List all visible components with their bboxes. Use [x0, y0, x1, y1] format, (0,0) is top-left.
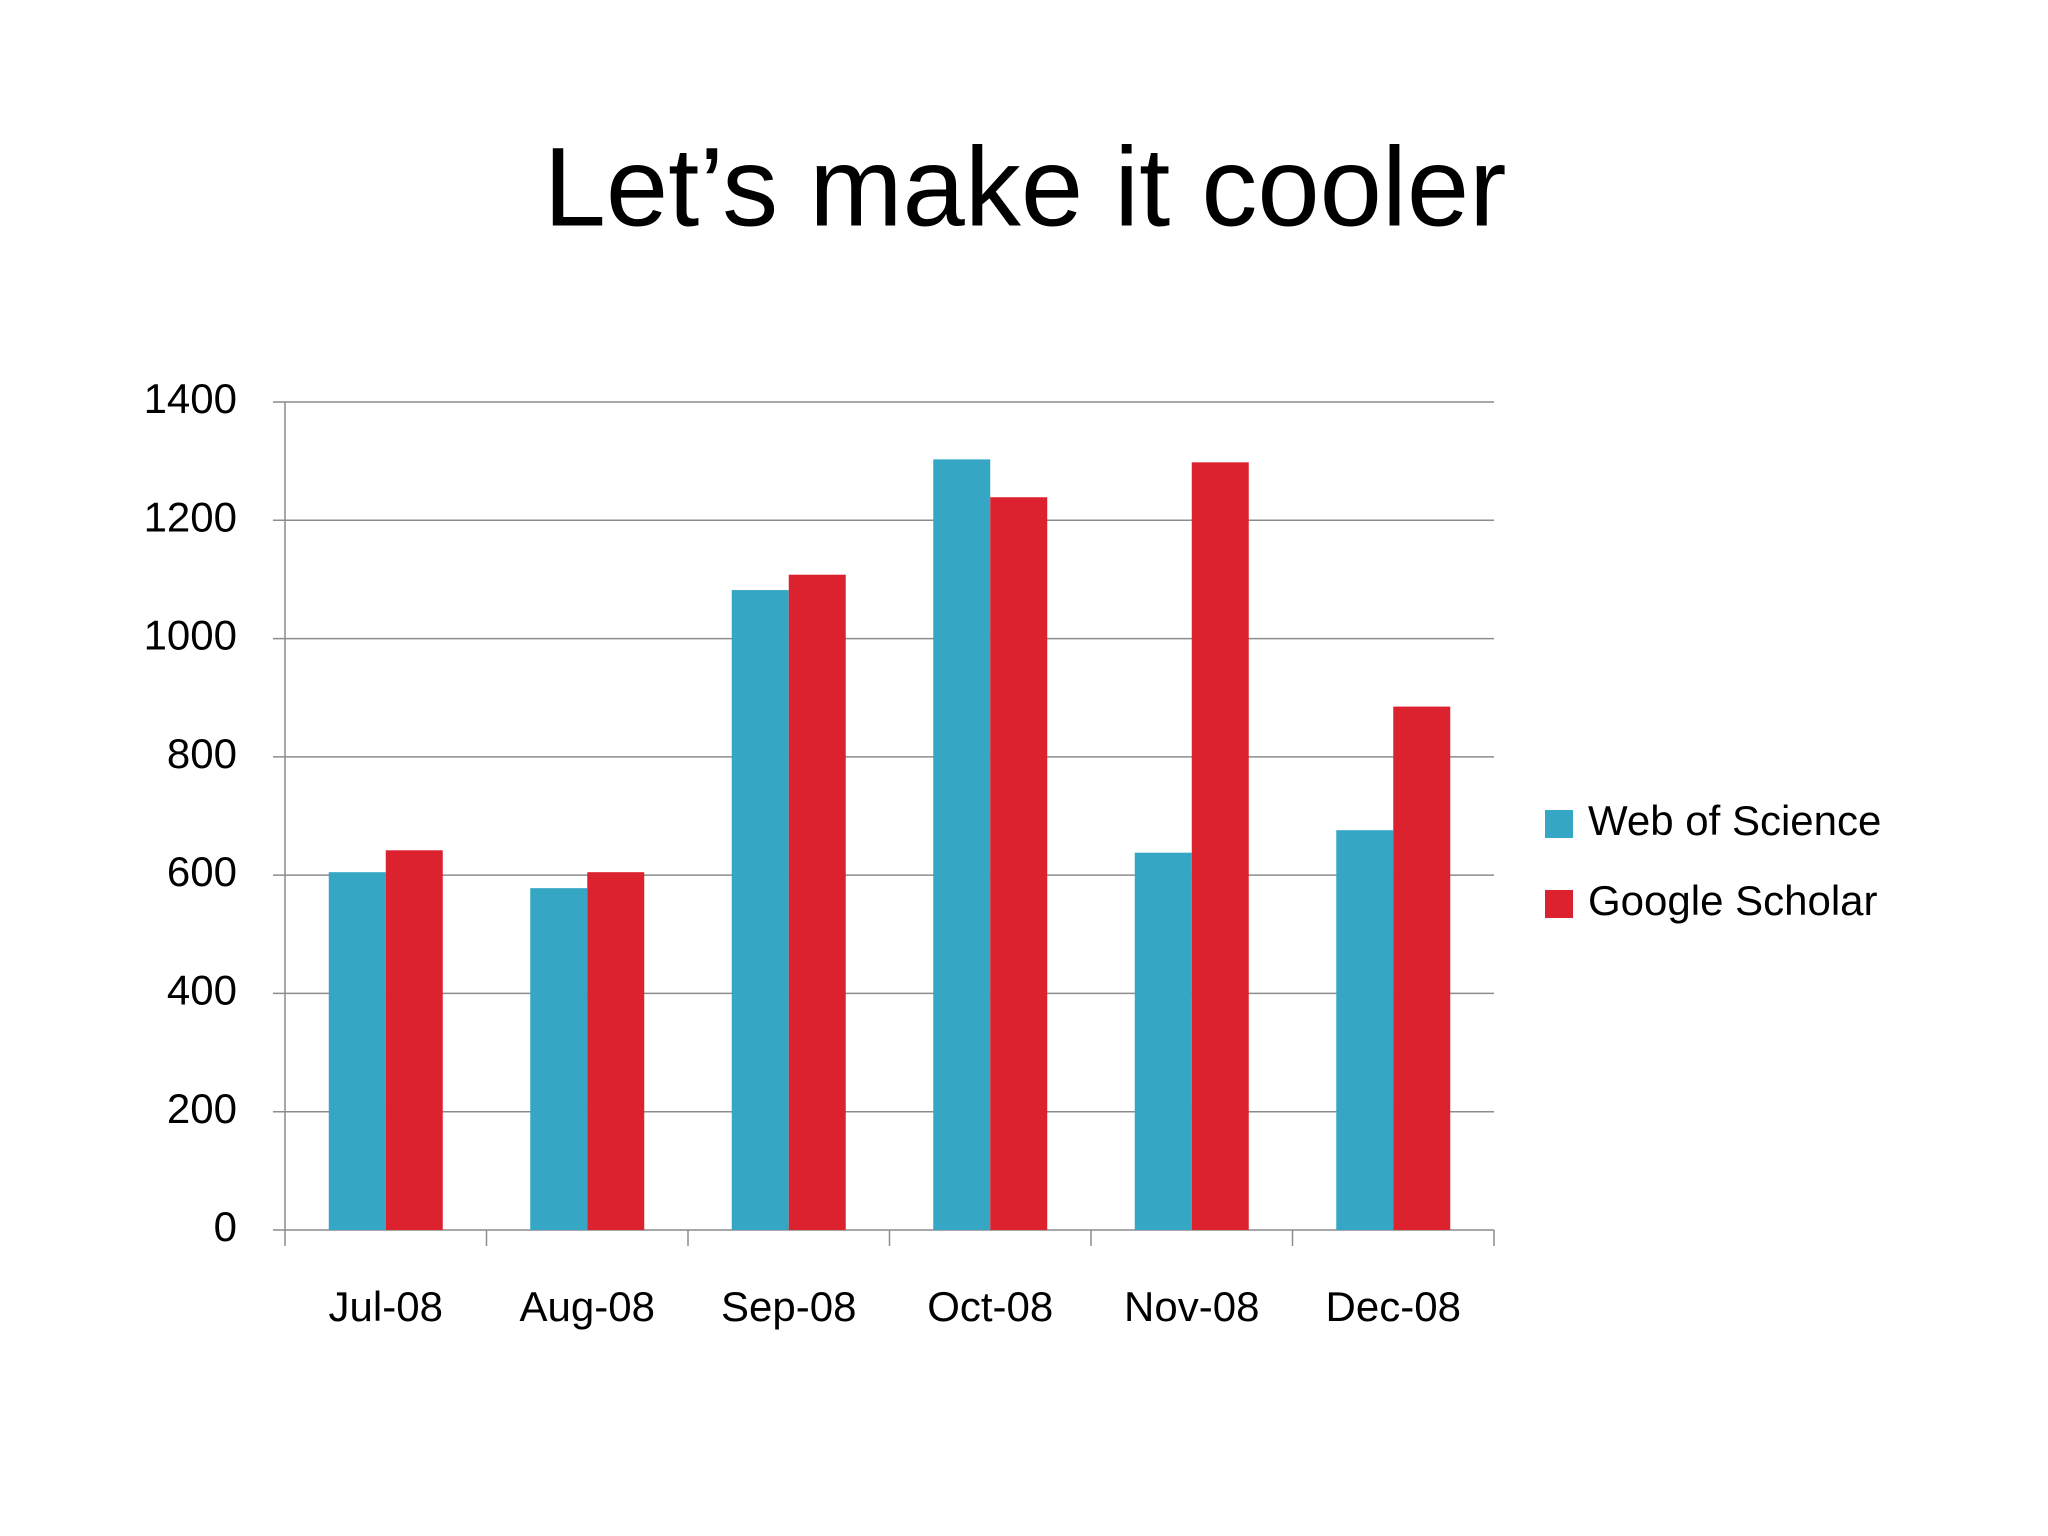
chart-title: Let’s make it cooler [544, 125, 1507, 250]
bar [328, 872, 386, 1230]
x-tick-label: Nov-08 [1124, 1283, 1259, 1330]
y-tick-label: 1000 [144, 612, 237, 659]
x-tick-label: Dec-08 [1326, 1283, 1461, 1330]
legend-label: Web of Science [1588, 797, 1881, 844]
y-tick-label: 200 [167, 1085, 237, 1132]
bar [587, 872, 645, 1230]
bar [1336, 830, 1394, 1230]
y-tick-label: 0 [214, 1203, 237, 1250]
bar [788, 574, 846, 1230]
bar [530, 888, 588, 1230]
bar [933, 459, 991, 1231]
y-tick-label: 600 [167, 848, 237, 895]
x-tick-label: Sep-08 [721, 1283, 856, 1330]
bar [1134, 852, 1192, 1230]
legend-swatch [1545, 890, 1573, 918]
y-tick-label: 400 [167, 967, 237, 1014]
legend-label: Google Scholar [1588, 877, 1878, 924]
y-tick-label: 1200 [144, 493, 237, 540]
bar [385, 850, 443, 1230]
bar [990, 497, 1048, 1231]
bar [1191, 462, 1249, 1231]
x-tick-label: Jul-08 [329, 1283, 443, 1330]
bar [731, 590, 789, 1230]
y-tick-label: 800 [167, 730, 237, 777]
y-tick-label: 1400 [144, 375, 237, 422]
x-tick-label: Aug-08 [520, 1283, 655, 1330]
legend-swatch [1545, 810, 1573, 838]
x-tick-label: Oct-08 [927, 1283, 1053, 1330]
bar [1393, 706, 1451, 1230]
